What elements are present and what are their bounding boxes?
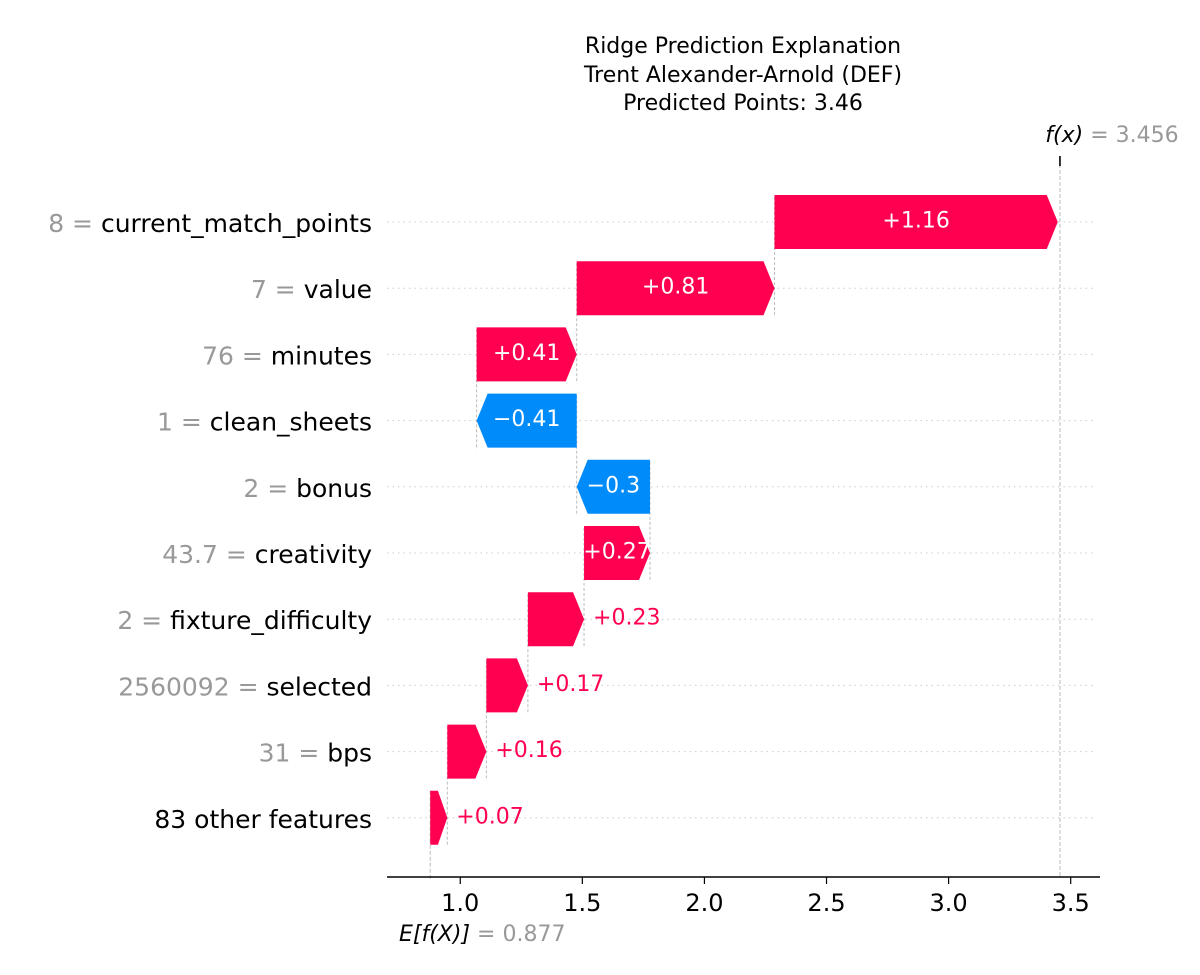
chart-title-line-1: Ridge Prediction Explanation bbox=[585, 34, 901, 59]
contribution-bars: +1.16 +0.81 +0.41 −0.41 −0.3 +0.27 +0.23 +0.17 +… bbox=[430, 195, 1058, 845]
fx-symbol: f(x) bbox=[1045, 123, 1083, 148]
x-tick-label: 2.0 bbox=[685, 889, 723, 917]
feature-label: 8 = current_match_points bbox=[48, 209, 372, 238]
feature-value: 76 = bbox=[202, 341, 271, 370]
positive-contribution-bar bbox=[584, 526, 650, 580]
feature-value: 1 = bbox=[157, 407, 210, 436]
positive-contribution-bar bbox=[486, 658, 528, 713]
feature-label: 7 = value bbox=[251, 275, 372, 304]
bar-value-label: −0.3 bbox=[587, 473, 640, 498]
feature-value: 7 = bbox=[251, 275, 304, 304]
feature-name: value bbox=[304, 275, 372, 304]
positive-contribution-bar bbox=[430, 790, 448, 845]
feature-label: 31 = bps bbox=[259, 738, 372, 767]
bar-value-label: +1.16 bbox=[882, 209, 949, 234]
feature-label: 2560092 = selected bbox=[118, 672, 372, 701]
positive-contribution-bar bbox=[476, 327, 577, 382]
feature-label: 76 = minutes bbox=[202, 341, 372, 370]
x-tick-label: 2.5 bbox=[807, 889, 845, 917]
feature-name: bps bbox=[327, 738, 372, 767]
chart-title-line-2: Trent Alexander-Arnold (DEF) bbox=[583, 63, 902, 88]
feature-name: current_match_points bbox=[101, 209, 372, 238]
base-value: = 0.877 bbox=[470, 922, 565, 947]
bar-value-label: +0.23 bbox=[593, 606, 660, 631]
feature-value: 2560092 = bbox=[118, 672, 266, 701]
feature-label: 2 = fixture_difficulty bbox=[117, 606, 372, 635]
bar-value-label: +0.07 bbox=[456, 804, 523, 829]
feature-name: creativity bbox=[255, 540, 372, 569]
feature-value: 8 = bbox=[48, 209, 101, 238]
feature-name: selected bbox=[266, 672, 372, 701]
feature-name: bonus bbox=[296, 473, 372, 502]
x-tick-label: 1.5 bbox=[563, 889, 601, 917]
feature-name: clean_sheets bbox=[210, 407, 372, 436]
chart-title-line-3: Predicted Points: 3.46 bbox=[623, 91, 863, 116]
x-tick-label: 3.0 bbox=[930, 889, 968, 917]
bar-value-label: +0.41 bbox=[493, 341, 560, 366]
feature-value: 2 = bbox=[243, 473, 296, 502]
feature-label: 2 = bonus bbox=[243, 473, 372, 502]
base-value-label: E[f(X)] = 0.877 bbox=[399, 922, 565, 947]
positive-contribution-bar bbox=[527, 592, 585, 647]
positive-contribution-bar bbox=[774, 195, 1058, 249]
bar-value-label: +0.27 bbox=[583, 540, 650, 565]
feature-value: 2 = bbox=[117, 606, 170, 635]
feature-value: 43.7 = bbox=[162, 540, 255, 569]
feature-name: 83 other features bbox=[154, 804, 372, 833]
bar-value-label: +0.17 bbox=[537, 672, 604, 697]
positive-contribution-bar bbox=[447, 724, 487, 779]
bar-value-label: +0.81 bbox=[642, 275, 709, 300]
x-tick-label: 1.0 bbox=[441, 889, 479, 917]
positive-contribution-bar bbox=[576, 261, 775, 316]
base-symbol: E[f(X)] bbox=[399, 922, 470, 947]
negative-contribution-bar bbox=[576, 459, 650, 514]
negative-contribution-bar bbox=[476, 393, 577, 448]
feature-value: 31 = bbox=[259, 738, 328, 767]
feature-name: minutes bbox=[271, 341, 372, 370]
bar-value-label: −0.41 bbox=[493, 407, 560, 432]
feature-label: 43.7 = creativity bbox=[162, 540, 372, 569]
feature-labels: 8 = current_match_points 7 = value 76 = mi… bbox=[48, 209, 372, 834]
feature-name: fixture_difficulty bbox=[170, 606, 372, 635]
x-axis: 1.0 1.5 2.0 2.5 3.0 3.5 bbox=[387, 876, 1100, 917]
feature-label: 1 = clean_sheets bbox=[157, 407, 372, 436]
feature-label: 83 other features bbox=[154, 804, 372, 833]
chart-title: Ridge Prediction Explanation Trent Alexa… bbox=[583, 34, 902, 116]
bar-value-label: +0.16 bbox=[495, 738, 562, 763]
x-tick-label: 3.5 bbox=[1052, 889, 1090, 917]
fx-label: f(x) = 3.456 bbox=[1045, 123, 1178, 148]
fx-value: = 3.456 bbox=[1083, 123, 1178, 148]
